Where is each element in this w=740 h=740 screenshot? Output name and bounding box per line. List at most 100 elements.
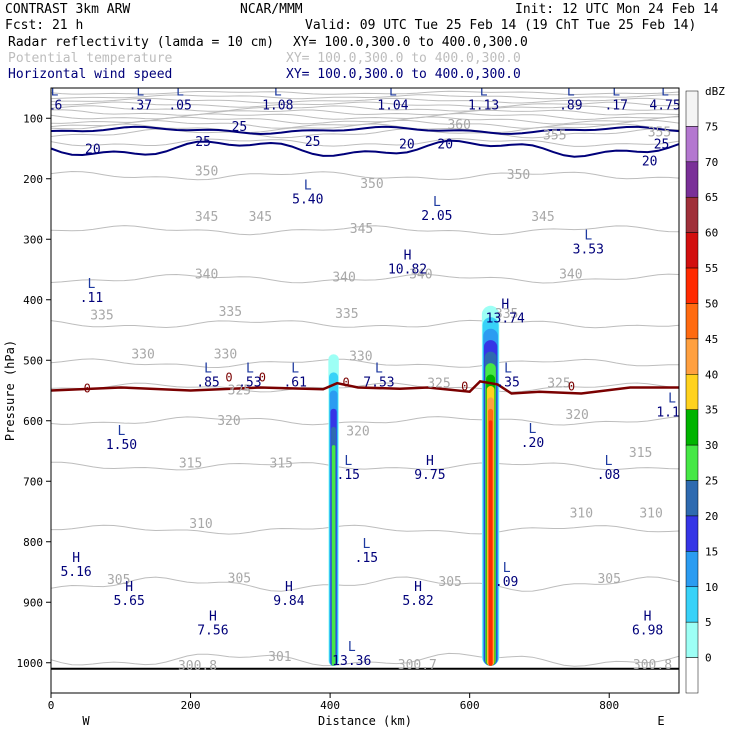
plot-frame: [50, 87, 680, 694]
theta-contour-300.8: [51, 652, 679, 667]
extremum-marker-L: L: [529, 422, 537, 437]
theta-label: 350: [360, 177, 383, 192]
extremum-marker-H: H: [404, 248, 412, 263]
theta-label: 350: [507, 168, 530, 183]
theta-label: 300.8: [178, 659, 217, 674]
extremum-marker-L: L: [246, 361, 254, 376]
extremum-marker-H: H: [644, 610, 652, 625]
theta-contour-335: [51, 319, 679, 329]
theta-label: 310: [189, 517, 212, 532]
theta-label: 315: [179, 456, 202, 471]
extremum-marker-L: L: [344, 454, 352, 469]
colorbar-segment: [685, 657, 699, 694]
x-axis-label: Distance (km): [318, 714, 412, 728]
colorbar-segment: [685, 267, 699, 304]
extremum-marker-L: L: [118, 424, 126, 439]
extremum-marker-H: H: [209, 610, 217, 625]
extremum-marker-H: H: [501, 297, 509, 312]
colorbar-level-label: 75: [705, 120, 718, 133]
extremum-marker-L: L: [362, 537, 370, 552]
theta-upper-contour: [51, 116, 679, 125]
theta-label: 355: [543, 128, 566, 143]
theta-upper-contour: [51, 112, 679, 121]
extremum-marker-L: L: [567, 84, 575, 99]
wind-label: 25: [654, 138, 670, 153]
extremum-marker-L: L: [504, 361, 512, 376]
theta-label: 320: [217, 414, 240, 429]
colorbar-segment: [685, 480, 699, 517]
extremum-value: .53: [238, 375, 261, 390]
zero-label: 0: [568, 380, 575, 394]
theta-label: 345: [249, 210, 272, 225]
reflectivity-cell-0-level-6: [331, 445, 336, 666]
extremum-value: 13.36: [332, 654, 371, 669]
organization-label: NCAR/MMM: [240, 2, 303, 17]
colorbar-level-label: 20: [705, 510, 718, 523]
colorbar-level-label: 65: [705, 191, 718, 204]
extremum-value: .11: [80, 291, 103, 306]
colorbar-level-label: 30: [705, 439, 718, 452]
extremum-value: .08: [597, 468, 620, 483]
zero-label: 0: [225, 370, 232, 384]
zero-label: 0: [343, 375, 350, 389]
wind-label: 20: [642, 154, 658, 169]
extremum-value: 13.74: [486, 311, 525, 326]
y-tick-label: 1000: [17, 657, 44, 670]
extremum-value: .35: [496, 375, 519, 390]
theta-label: 300.7: [398, 658, 437, 673]
theta-contour-360: [51, 128, 679, 139]
extremum-marker-L: L: [668, 392, 676, 407]
y-tick-label: 200: [23, 173, 43, 186]
extremum-marker-L: L: [605, 454, 613, 469]
y-tick-label: 800: [23, 536, 43, 549]
theta-label: 305: [438, 575, 461, 590]
extremum-value: 7.56: [197, 624, 228, 639]
colorbar-segment: [685, 551, 699, 588]
forecast-hour: Fcst: 21 h: [5, 18, 83, 33]
extremum-value: 7.53: [363, 375, 394, 390]
colorbar-segment: [685, 444, 699, 481]
theta-upper-contour: [51, 105, 679, 112]
extremum-marker-L: L: [375, 361, 383, 376]
theta-contour-320: [51, 416, 679, 426]
colorbar-segment: [685, 126, 699, 163]
extremum-value: .20: [521, 436, 544, 451]
colorbar-level-label: 10: [705, 581, 718, 594]
theta-label: 340: [559, 268, 582, 283]
colorbar-segment: [685, 515, 699, 552]
colorbar-segment: [685, 586, 699, 623]
theta-label: 335: [495, 307, 518, 322]
theta-label: 305: [228, 571, 251, 586]
theta-contour-305: [51, 576, 679, 592]
extremum-value: 5.82: [402, 594, 433, 609]
y-tick-label: 700: [23, 475, 43, 488]
colorbar-level-label: 5: [705, 616, 712, 629]
x-tick-label: 800: [599, 699, 619, 712]
colorbar-segment: [685, 90, 699, 127]
theta-label: 320: [346, 424, 369, 439]
valid-time: Valid: 09 UTC Tue 25 Feb 14 (19 ChT Tue …: [305, 18, 696, 33]
theta-label: 335: [335, 307, 358, 322]
theta-label: 355: [648, 125, 671, 140]
theta-label: 345: [531, 210, 554, 225]
colorbar-segment: [685, 161, 699, 198]
extremum-value: 9.75: [414, 468, 445, 483]
x-tick-label: 600: [460, 699, 480, 712]
extremum-value: 16: [47, 98, 63, 113]
extremum-value: .61: [283, 375, 306, 390]
theta-contour-340: [51, 273, 679, 284]
extremum-value: .37: [129, 98, 152, 113]
extremum-value: .85: [196, 375, 219, 390]
colorbar-level-label: 50: [705, 297, 718, 310]
extremum-value: 6.98: [632, 624, 663, 639]
extremum-marker-H: H: [285, 580, 293, 595]
colorbar-segment: [685, 409, 699, 446]
model-title: CONTRAST 3km ARW: [5, 2, 130, 17]
colorbar-segment: [685, 621, 699, 658]
extremum-marker-H: H: [414, 580, 422, 595]
extremum-value: .17: [604, 98, 627, 113]
theta-contour-310: [51, 524, 679, 535]
extremum-marker-L: L: [88, 277, 96, 292]
extremum-marker-L: L: [612, 84, 620, 99]
wind-label: 25: [305, 135, 321, 150]
